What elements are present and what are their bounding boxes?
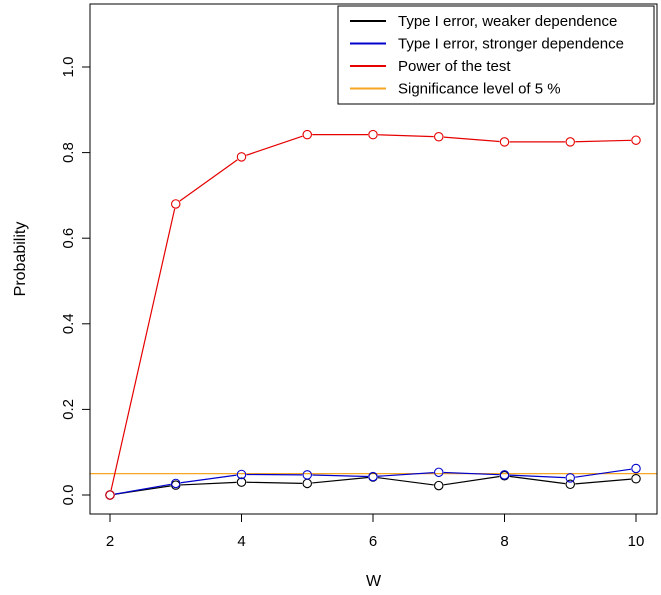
stronger-dependence-segment xyxy=(575,468,632,478)
power-point xyxy=(433,132,444,142)
weaker-dependence-segment xyxy=(312,476,369,484)
axis-layer: 2 4 6 8 10 0.0 0.2 0.4 0.6 0.8 1.0 xyxy=(60,57,644,550)
stronger-dependence-segment xyxy=(312,474,369,478)
x-tick-label: 10 xyxy=(628,533,645,550)
stronger-dependence-segment xyxy=(509,474,566,479)
stronger-dependence-point xyxy=(302,470,312,480)
weaker-dependence-point xyxy=(631,473,641,484)
legend-label: Significance level of 5 % xyxy=(398,81,561,98)
stronger-dependence-series-line xyxy=(114,468,632,495)
y-tick-label: 0.8 xyxy=(60,142,77,163)
x-tick-label: 6 xyxy=(369,533,377,550)
weaker-dependence-segment xyxy=(575,478,632,485)
x-tick-label: 8 xyxy=(500,533,508,550)
weaker-dependence-segment xyxy=(443,475,500,486)
stronger-dependence-point xyxy=(171,478,181,489)
stronger-dependence-segment xyxy=(377,472,434,477)
weaker-dependence-segment xyxy=(180,481,237,486)
weaker-dependence-point xyxy=(565,479,575,490)
power-point xyxy=(565,137,575,147)
y-tick-label: 0.6 xyxy=(60,228,77,249)
power-point xyxy=(236,152,247,162)
weaker-dependence-series-line xyxy=(114,475,632,495)
power-segment xyxy=(575,139,632,143)
power-point xyxy=(302,129,312,140)
stronger-dependence-point xyxy=(499,470,510,480)
power-point xyxy=(368,129,378,140)
y-tick-label: 0.0 xyxy=(60,485,77,506)
power-segment xyxy=(246,135,303,156)
stronger-dependence-point xyxy=(565,473,575,483)
weaker-dependence-segment xyxy=(246,481,303,484)
x-tick-label: 2 xyxy=(106,533,114,550)
x-tick-label: 4 xyxy=(237,533,245,550)
power-point xyxy=(499,137,510,147)
legend-label: Power of the test xyxy=(398,58,511,75)
y-tick-label: 0.2 xyxy=(60,399,77,420)
y-tick-label: 1.0 xyxy=(60,57,77,78)
stronger-dependence-segment xyxy=(180,474,237,484)
stronger-dependence-point xyxy=(631,463,641,474)
power-segment xyxy=(443,136,500,143)
legend: Type I error, weaker dependence Type I er… xyxy=(337,5,655,105)
stronger-dependence-point xyxy=(433,467,444,478)
power-point xyxy=(105,490,115,500)
weaker-dependence-segment xyxy=(509,475,566,485)
weaker-dependence-point xyxy=(433,480,444,491)
stronger-dependence-segment xyxy=(114,483,171,495)
power-segment xyxy=(179,159,238,202)
legend-label: Type I error, weaker dependence xyxy=(398,13,617,30)
power-point xyxy=(631,135,641,145)
power-point xyxy=(171,199,181,209)
x-axis-title: W xyxy=(366,573,382,590)
legend-label: Type I error, stronger dependence xyxy=(398,36,624,53)
power-segment xyxy=(377,134,434,138)
power-series-line xyxy=(110,134,632,491)
weaker-dependence-point xyxy=(302,478,312,489)
stronger-dependence-point xyxy=(236,469,247,480)
power-segment xyxy=(110,208,176,491)
stronger-dependence-point xyxy=(368,471,378,482)
series-layer xyxy=(90,129,657,500)
legend-box xyxy=(337,5,655,105)
stronger-dependence-segment xyxy=(443,471,500,476)
y-axis-title: Probability xyxy=(12,222,29,297)
weaker-dependence-segment xyxy=(377,477,434,486)
y-tick-label: 0.4 xyxy=(60,313,77,334)
weaker-dependence-point xyxy=(236,477,247,487)
